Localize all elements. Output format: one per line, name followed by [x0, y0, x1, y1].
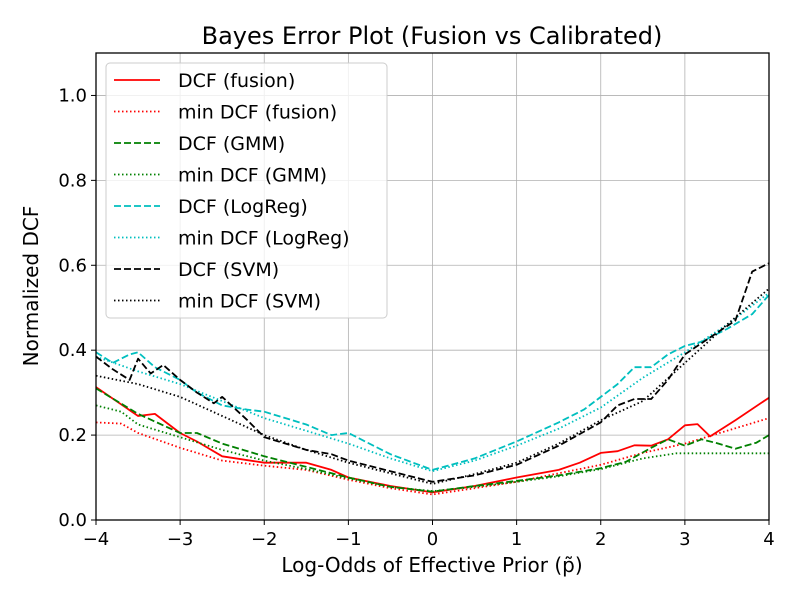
series-line-min-dcf-fusion: [95, 417, 770, 496]
legend-label-min-dcf-logreg: min DCF (LogReg): [178, 228, 350, 250]
y-tick-label: 0.6: [58, 255, 87, 276]
y-axis-label: Normalized DCF: [19, 206, 43, 367]
series-line-min-dcf-gmm: [95, 404, 769, 493]
series-line-dcf-svm: [95, 262, 770, 483]
y-tick-label: 0.0: [58, 510, 87, 531]
x-tick-label: −4: [83, 529, 110, 550]
y-tick-label: 1.0: [58, 85, 87, 106]
series-line-min-dcf-svm: [95, 287, 770, 485]
series-line-min-dcf-logreg: [95, 292, 770, 473]
x-tick-label: 3: [679, 529, 690, 550]
legend-label-min-dcf-gmm: min DCF (GMM): [178, 165, 327, 187]
legend: DCF (fusion) min DCF (fusion) DCF (GMM) min…: [105, 62, 388, 319]
axis-ticks: −4 −3 −2 −1 0 1 2 3 4 0.0 0.2 0.4 0.6 0.8 1.0: [58, 85, 774, 550]
legend-label-min-dcf-svm: min DCF (SVM): [178, 291, 321, 313]
x-tick-label: −1: [335, 529, 362, 550]
series-line-dcf-logreg: [95, 294, 770, 471]
legend-label-dcf-fusion: DCF (fusion): [178, 70, 295, 92]
x-tick-label: −3: [167, 529, 194, 550]
series-line-dcf-gmm: [95, 387, 770, 493]
legend-label-dcf-logreg: DCF (LogReg): [178, 196, 308, 218]
legend-label-dcf-svm: DCF (SVM): [178, 259, 279, 281]
x-axis-label: Log-Odds of Effective Prior (p̃): [281, 553, 582, 577]
x-tick-label: −2: [251, 529, 278, 550]
x-tick-label: 1: [511, 529, 522, 550]
legend-label-dcf-gmm: DCF (GMM): [178, 133, 285, 155]
x-tick-label: 2: [595, 529, 606, 550]
y-tick-label: 0.4: [58, 340, 87, 361]
chart-title: Bayes Error Plot (Fusion vs Calibrated): [202, 22, 663, 50]
legend-label-min-dcf-fusion: min DCF (fusion): [178, 102, 337, 124]
x-tick-label: 0: [427, 529, 438, 550]
legend-box: [105, 62, 388, 319]
y-tick-label: 0.2: [58, 425, 87, 446]
x-tick-label: 4: [763, 529, 774, 550]
y-tick-label: 0.8: [58, 170, 87, 191]
series-lines: [95, 262, 770, 496]
